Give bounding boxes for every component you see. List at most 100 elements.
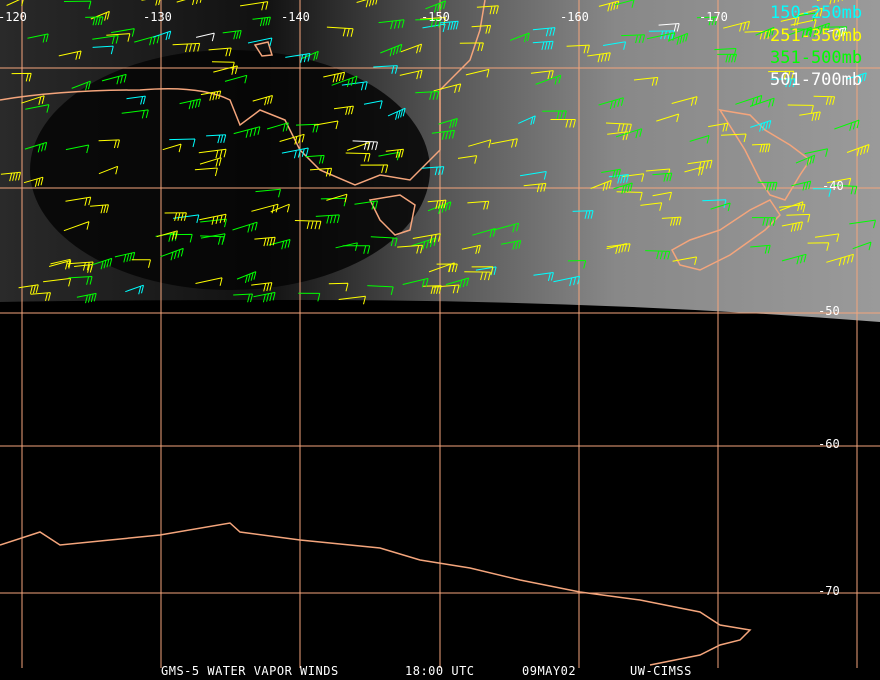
wind-barb <box>11 72 32 82</box>
wind-barb <box>566 44 590 54</box>
wind-barb <box>111 28 135 37</box>
wind-barb <box>342 245 371 254</box>
wind-barb <box>755 26 775 38</box>
wind-barb <box>520 171 547 180</box>
wind-barb <box>598 97 624 110</box>
wind-barb <box>415 18 442 28</box>
lon-label: -140 <box>281 10 310 24</box>
wind-barb <box>421 166 445 176</box>
wind-barb <box>823 26 848 36</box>
wind-barb <box>661 216 682 226</box>
caption-time: 18:00 UTC <box>405 664 475 678</box>
wind-barb <box>792 12 816 22</box>
wind-barb <box>156 230 178 240</box>
wind-barb <box>295 123 319 133</box>
wind-barb <box>101 73 127 85</box>
wind-barb <box>380 43 403 57</box>
wind-barb <box>341 81 368 91</box>
wind-barb <box>445 277 470 289</box>
wind-barb <box>749 97 775 108</box>
wind-barb <box>652 191 672 201</box>
wind-barb <box>194 167 218 177</box>
wind-barb <box>160 247 184 261</box>
wind-barb <box>468 139 492 148</box>
wind-barb <box>770 78 796 88</box>
wind-barb <box>378 151 400 161</box>
wind-barb <box>251 282 273 292</box>
lon-label: -170 <box>699 10 728 24</box>
wind-barb <box>652 172 673 182</box>
wind-barb <box>92 257 113 270</box>
wind-barb <box>813 95 836 105</box>
wind-barb <box>797 7 823 18</box>
wind-barb <box>812 188 832 197</box>
wind-barb <box>423 285 442 295</box>
wind-barb <box>757 181 778 191</box>
wind-barb <box>471 24 492 34</box>
wind-barb <box>410 237 437 250</box>
coast-tasmania <box>368 194 416 236</box>
wind-barb <box>126 95 146 105</box>
wind-barb <box>333 105 354 116</box>
wind-barb <box>751 143 771 153</box>
lat-label: -60 <box>818 437 840 451</box>
wind-barb <box>687 159 713 170</box>
wind-barb <box>90 10 110 21</box>
wind-barb <box>134 34 160 46</box>
wind-barb <box>21 95 45 105</box>
wind-barb <box>415 91 440 100</box>
wind-barb <box>208 47 232 57</box>
wind-barb <box>601 168 621 179</box>
wind-barb <box>648 30 675 40</box>
wind-barb <box>433 83 462 94</box>
wind-barb <box>598 0 620 12</box>
wind-barb <box>373 65 398 74</box>
wind-barb <box>222 30 242 40</box>
wind-barb <box>826 177 852 187</box>
wind-barb <box>501 240 522 250</box>
wind-barb <box>791 180 812 191</box>
wind-barb <box>532 27 556 37</box>
wind-barb <box>162 143 182 153</box>
wind-barb <box>240 1 269 11</box>
wind-barb <box>18 284 39 294</box>
wind-barb <box>751 217 776 226</box>
coastlines <box>0 0 812 666</box>
caption-source: UW-CIMSS <box>630 664 692 678</box>
wind-barb <box>326 193 348 203</box>
wind-barb <box>640 202 663 211</box>
wind-barb <box>422 23 446 33</box>
wind-barb <box>621 34 646 44</box>
wind-barb <box>605 122 632 133</box>
wind-barb <box>689 135 710 144</box>
wind-barb <box>510 32 530 43</box>
caption-product: GMS-5 WATER VAPOR WINDS <box>161 664 339 678</box>
wind-barb <box>315 214 340 224</box>
wind-barb <box>298 292 321 302</box>
wind-barb <box>331 75 358 88</box>
wind-barb <box>255 188 281 198</box>
wind-barb <box>131 259 151 268</box>
lat-label: -40 <box>822 179 844 193</box>
wind-barb <box>834 119 860 131</box>
wind-barb <box>590 179 612 191</box>
wind-barb <box>232 221 258 233</box>
wind-barb <box>805 22 830 35</box>
wind-barb <box>268 239 291 250</box>
wind-barb <box>164 212 187 222</box>
wind-barb <box>656 113 680 123</box>
wind-barb <box>211 61 235 71</box>
wind-barb <box>397 244 423 254</box>
lon-label: -130 <box>143 10 172 24</box>
wind-barb <box>795 154 816 166</box>
wind-barb <box>387 107 406 120</box>
wind-barb <box>92 45 114 55</box>
wind-barb <box>25 104 50 113</box>
wind-barb <box>367 285 394 296</box>
wind-barb <box>399 69 423 80</box>
wind-barb <box>671 96 698 106</box>
wind-barb <box>378 19 405 30</box>
wind-barb <box>252 95 273 106</box>
wind-barb <box>356 0 378 8</box>
